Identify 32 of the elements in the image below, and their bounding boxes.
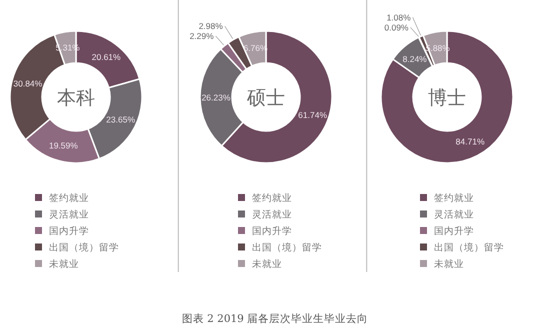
legend-label: 未就业 [49, 258, 79, 270]
legend-label: 出国（境）留学 [252, 242, 322, 254]
text: 博士 [428, 88, 466, 109]
legend-label: 出国（境）留学 [49, 242, 119, 254]
legend-label: 国内升学 [49, 225, 89, 237]
legend-label: 未就业 [434, 258, 464, 270]
data-label: 2.98% [198, 21, 224, 32]
legend-label: 未就业 [252, 258, 282, 270]
legend-label: 签约就业 [252, 192, 292, 204]
data-label: 30.84% [13, 78, 43, 89]
data-label: 19.59% [48, 140, 78, 150]
data-label: 2.29% [190, 31, 214, 42]
legend-label: 灵活就业 [49, 208, 89, 220]
text: 本科 [57, 88, 95, 109]
legend-label: 出国（境）留学 [434, 242, 504, 254]
legend-label: 国内升学 [434, 225, 474, 237]
data-label: 20.61% [92, 52, 122, 62]
legend-label: 灵活就业 [434, 208, 474, 220]
legend-label: 签约就业 [434, 192, 474, 204]
data-label: 84.71% [456, 136, 485, 146]
data-label: 26.23% [202, 92, 231, 102]
data-label: 8.24% [402, 54, 428, 64]
data-label: 23.65% [106, 114, 136, 124]
data-label: 1.08% [386, 12, 412, 22]
text: 图表 2 2019 届各层次毕业生毕业去向 [182, 312, 368, 325]
data-label: 0.09% [384, 22, 409, 32]
data-label: 61.74% [298, 110, 328, 120]
legend-label: 签约就业 [49, 192, 89, 204]
donut-slice [380, 30, 514, 164]
legend-label: 灵活就业 [252, 208, 292, 220]
legend-label: 国内升学 [252, 225, 292, 237]
text: 硕士 [246, 88, 285, 109]
